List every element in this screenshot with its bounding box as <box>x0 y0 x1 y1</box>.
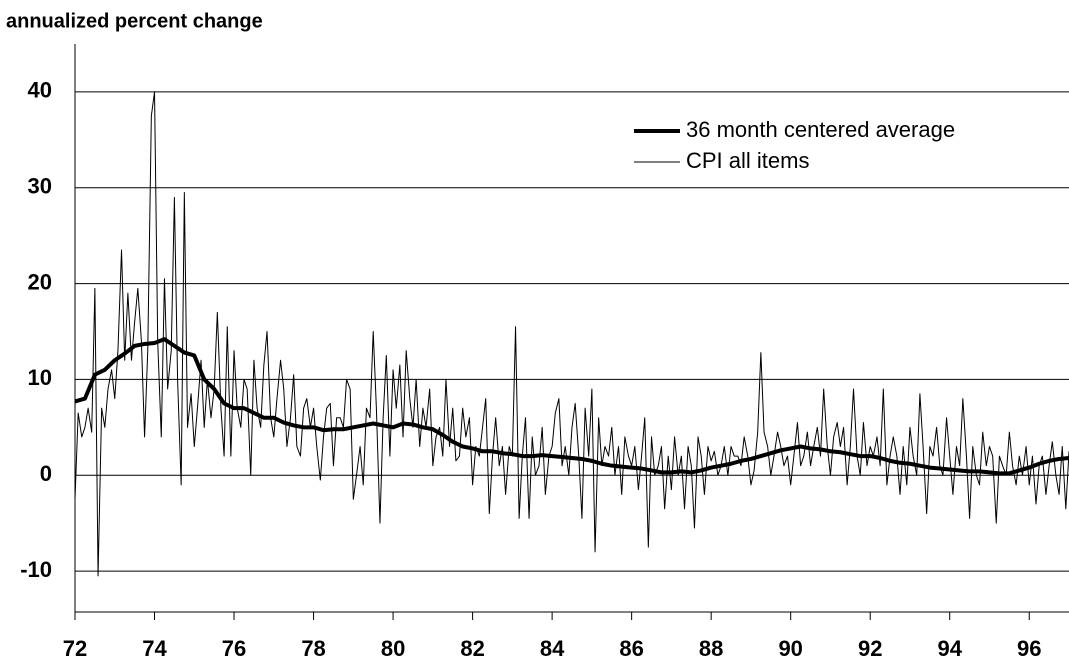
x-tick-label: 74 <box>142 636 167 661</box>
x-tick-label: 80 <box>381 636 405 661</box>
y-tick-label: 0 <box>40 461 52 486</box>
x-tick-label: 92 <box>858 636 882 661</box>
x-tick-label: 78 <box>301 636 325 661</box>
x-tick-label: 94 <box>937 636 962 661</box>
y-tick-label: 10 <box>28 365 52 390</box>
legend-label: CPI all items <box>686 148 809 173</box>
x-tick-label: 84 <box>540 636 565 661</box>
chart-title: annualized percent change <box>6 10 263 32</box>
y-tick-label: 20 <box>28 269 52 294</box>
x-tick-label: 86 <box>619 636 643 661</box>
series-line <box>74 337 1069 476</box>
y-tick-label: 30 <box>28 174 52 199</box>
x-tick-label: 76 <box>222 636 246 661</box>
legend-label: 36 month centered average <box>686 117 955 142</box>
x-tick-label: 96 <box>1017 636 1041 661</box>
y-tick-label: -10 <box>20 557 52 582</box>
x-tick-label: 72 <box>63 636 87 661</box>
x-tick-label: 90 <box>778 636 802 661</box>
series-line <box>74 91 1069 577</box>
x-tick-label: 82 <box>460 636 484 661</box>
x-tick-label: 88 <box>699 636 723 661</box>
y-tick-label: 40 <box>28 78 52 103</box>
